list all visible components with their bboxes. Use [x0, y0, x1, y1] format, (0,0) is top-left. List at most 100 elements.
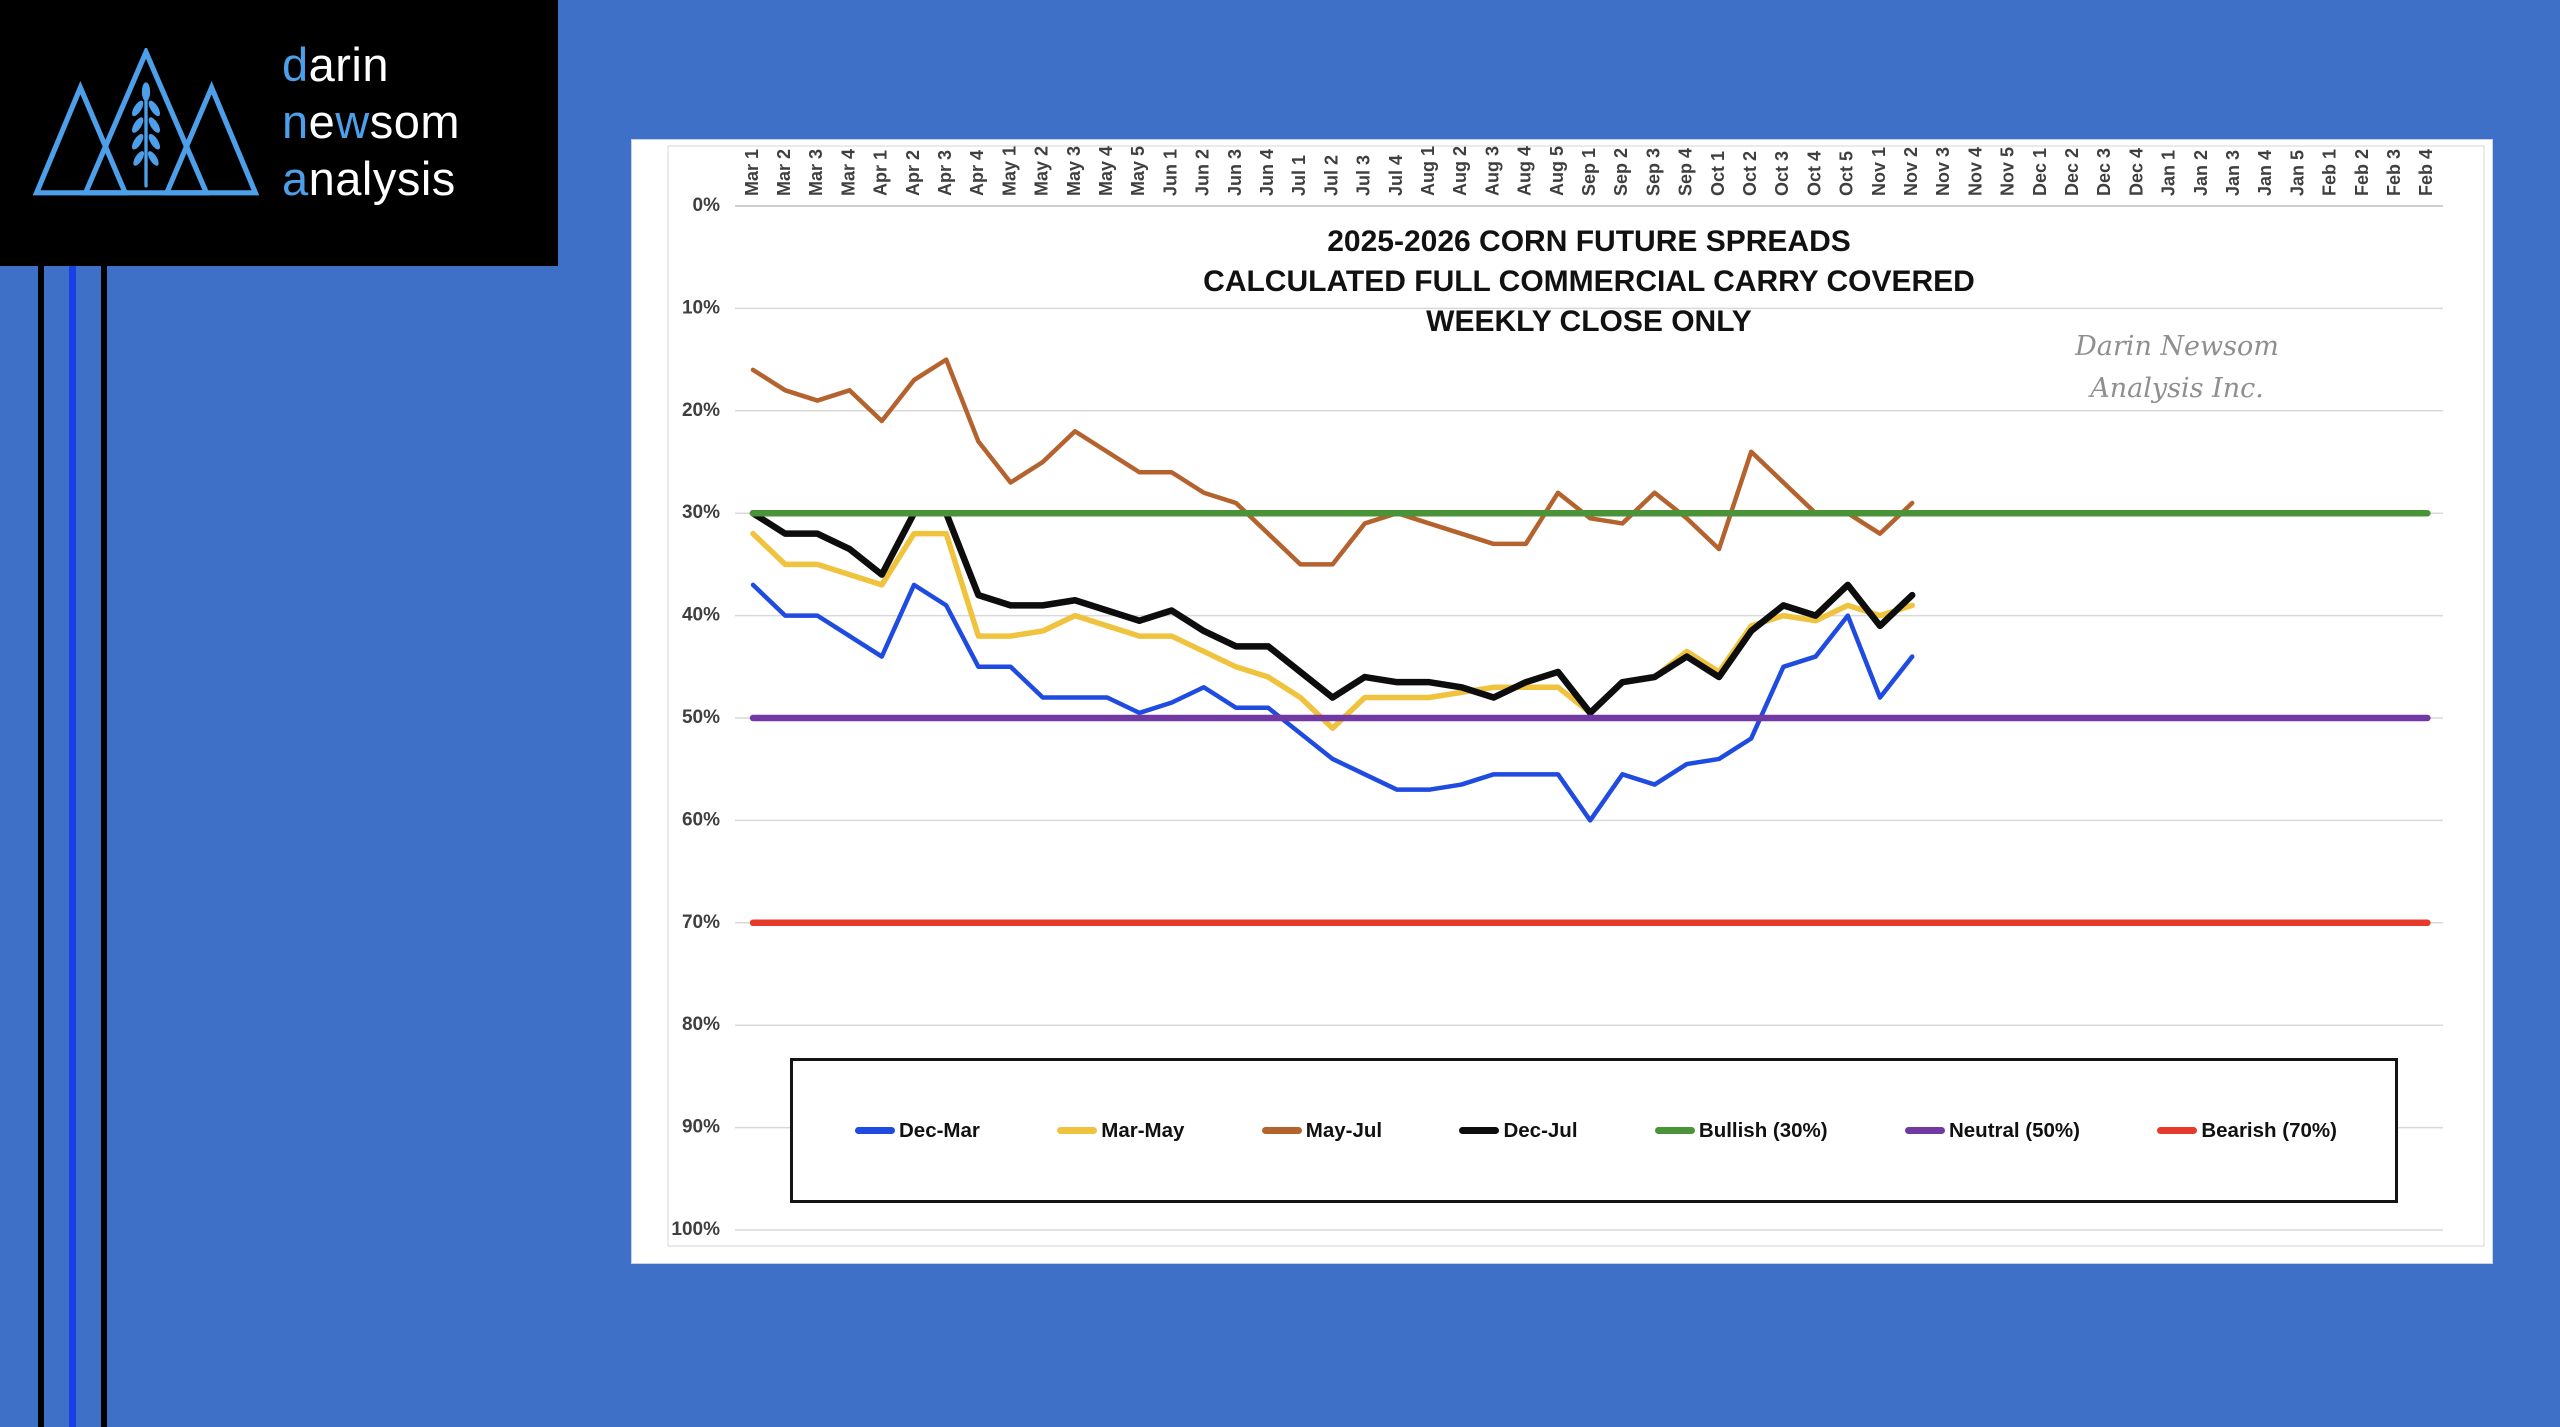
x-axis-label: Dec 1 [2030, 148, 2050, 196]
legend-swatch-bearish [2157, 1127, 2198, 1134]
x-axis-label: Apr 2 [903, 150, 923, 196]
left-stripe-blue [69, 266, 76, 1427]
chart-title: 2025-2026 CORN FUTURE SPREADS CALCULATED… [735, 222, 2443, 342]
x-axis-label: Jan 1 [2159, 150, 2179, 196]
x-axis-label: Jul 3 [1354, 155, 1374, 196]
y-axis-label: 10% [682, 297, 720, 318]
x-axis-label: Aug 3 [1482, 146, 1502, 196]
x-axis-label: Nov 2 [1901, 147, 1921, 196]
x-axis-label: May 1 [999, 146, 1019, 196]
legend-label: Bearish (70%) [2201, 1118, 2337, 1142]
legend-label: Bullish (30%) [1698, 1118, 1828, 1142]
x-axis-label: Oct 3 [1772, 151, 1792, 196]
y-axis-label: 50% [682, 707, 720, 728]
legend-swatch-neutral [1904, 1127, 1945, 1134]
legend-label: Mar-May [1101, 1118, 1185, 1142]
legend-item-bullish: Bullish (30%) [1654, 1118, 1828, 1143]
x-axis-label: Sep 2 [1611, 148, 1631, 196]
legend: Dec-Mar Mar-May May-Jul Dec-Jul Bullish … [790, 1058, 2398, 1203]
x-axis-label: Aug 4 [1515, 146, 1535, 196]
x-axis-label: Sep 3 [1643, 148, 1663, 196]
x-axis-label: Mar 1 [742, 149, 762, 196]
x-axis-label: Jun 4 [1257, 149, 1277, 196]
y-axis-label: 70% [682, 912, 720, 933]
legend-label: Neutral (50%) [1948, 1118, 2080, 1142]
x-axis-label: May 3 [1064, 146, 1084, 196]
x-axis-label: Mar 4 [838, 149, 858, 196]
x-axis-label: Dec 2 [2062, 148, 2082, 196]
legend-swatch-may-jul [1261, 1127, 1302, 1134]
x-axis-label: Feb 1 [2320, 149, 2340, 196]
x-axis-label: Jan 2 [2191, 150, 2211, 196]
x-axis-label: Mar 2 [774, 149, 794, 196]
legend-label: Dec-Mar [899, 1118, 980, 1142]
x-axis-label: Feb 2 [2352, 149, 2372, 196]
legend-item-mar-may: Mar-May [1057, 1119, 1184, 1143]
x-axis-label: May 5 [1128, 146, 1148, 196]
x-axis-label: Aug 2 [1450, 146, 1470, 196]
y-axis-label: 40% [682, 605, 720, 626]
logo-word-newsom: newsom [282, 95, 461, 148]
y-axis-label: 80% [682, 1014, 720, 1035]
x-axis-label: Jul 1 [1289, 155, 1309, 196]
y-axis-label: 0% [693, 195, 721, 216]
x-axis-label: Apr 1 [871, 150, 891, 196]
legend-item-neutral: Neutral (50%) [1904, 1118, 2080, 1143]
x-axis-label: Feb 4 [2416, 149, 2436, 196]
logo-word-analysis: analysis [282, 152, 456, 205]
x-axis-label: Mar 3 [806, 149, 826, 196]
left-stripe-black-2 [101, 266, 107, 1427]
y-axis-label: 30% [682, 502, 720, 523]
legend-swatch-mar-may [1057, 1127, 1098, 1134]
chart-title-line-3: WEEKLY CLOSE ONLY [1426, 305, 1752, 338]
x-axis-label: Jan 5 [2287, 150, 2307, 196]
x-axis-label: Nov 1 [1869, 147, 1889, 196]
dna-logo: darin newsom analysis [0, 0, 558, 266]
x-axis-label: Feb 3 [2384, 149, 2404, 196]
y-axis-label: 100% [671, 1219, 720, 1240]
mountains-wheat-logo-icon [32, 48, 260, 196]
x-axis-label: Aug 1 [1418, 146, 1438, 196]
legend-label: Dec-Jul [1503, 1118, 1578, 1142]
series-line-dec-jul [749, 509, 1916, 717]
x-axis-label: Jan 3 [2223, 150, 2243, 196]
legend-item-bearish: Bearish (70%) [2157, 1119, 2337, 1143]
x-axis-label: Sep 4 [1676, 148, 1696, 196]
corn-spreads-line-chart: 0% 10% 20% 30% 40% 50% 60% 70% 80% 90% 100% Mar 1 Ma… [667, 145, 2485, 1247]
y-axis-label: 20% [682, 400, 720, 421]
chart-panel: 0% 10% 20% 30% 40% 50% 60% 70% 80% 90% 100% Mar 1 Ma… [632, 140, 2492, 1263]
wheat-icon [131, 82, 161, 188]
x-axis-label: Sep 1 [1579, 148, 1599, 196]
logo-wordmark: darin newsom analysis [282, 36, 460, 207]
x-axis-label: Nov 3 [1933, 147, 1953, 196]
watermark-line-2: Analysis Inc. [2090, 373, 2264, 404]
x-axis-label: Dec 3 [2094, 148, 2114, 196]
watermark: Darin Newsom Analysis Inc. [2022, 326, 2332, 410]
series-line-dec-mar [750, 582, 1915, 823]
logo-word-darin: darin [282, 38, 390, 91]
x-axis-label: Aug 5 [1547, 146, 1567, 196]
x-axis-label: Oct 4 [1804, 151, 1824, 196]
x-axis-label: Jul 2 [1321, 155, 1341, 196]
legend-swatch-dec-jul [1459, 1127, 1500, 1134]
x-axis-label: Jun 3 [1225, 149, 1245, 196]
legend-swatch-bullish [1654, 1127, 1695, 1134]
legend-item-dec-mar: Dec-Mar [855, 1119, 980, 1143]
x-axis-label: Jun 2 [1193, 149, 1213, 196]
chart-area-frame [667, 145, 2485, 1247]
chart-title-line-2: CALCULATED FULL COMMERCIAL CARRY COVERED [1203, 265, 1975, 298]
legend-item-may-jul: May-Jul [1261, 1119, 1382, 1143]
x-axis-label: Apr 3 [935, 150, 955, 196]
x-axis-label: Apr 4 [967, 150, 987, 196]
chart-title-line-1: 2025-2026 CORN FUTURE SPREADS [1327, 225, 1851, 258]
x-axis-label: Dec 4 [2126, 148, 2146, 196]
y-axis-label: 90% [682, 1117, 720, 1138]
x-axis-label: Nov 4 [1965, 147, 1985, 196]
x-axis-label: Jun 1 [1160, 149, 1180, 196]
left-stripe-black-1 [38, 266, 44, 1427]
series-line-may-jul [750, 357, 1915, 567]
x-axis-label: May 2 [1032, 146, 1052, 196]
x-axis-label: Oct 1 [1708, 151, 1728, 196]
x-axis-label: May 4 [1096, 146, 1116, 196]
